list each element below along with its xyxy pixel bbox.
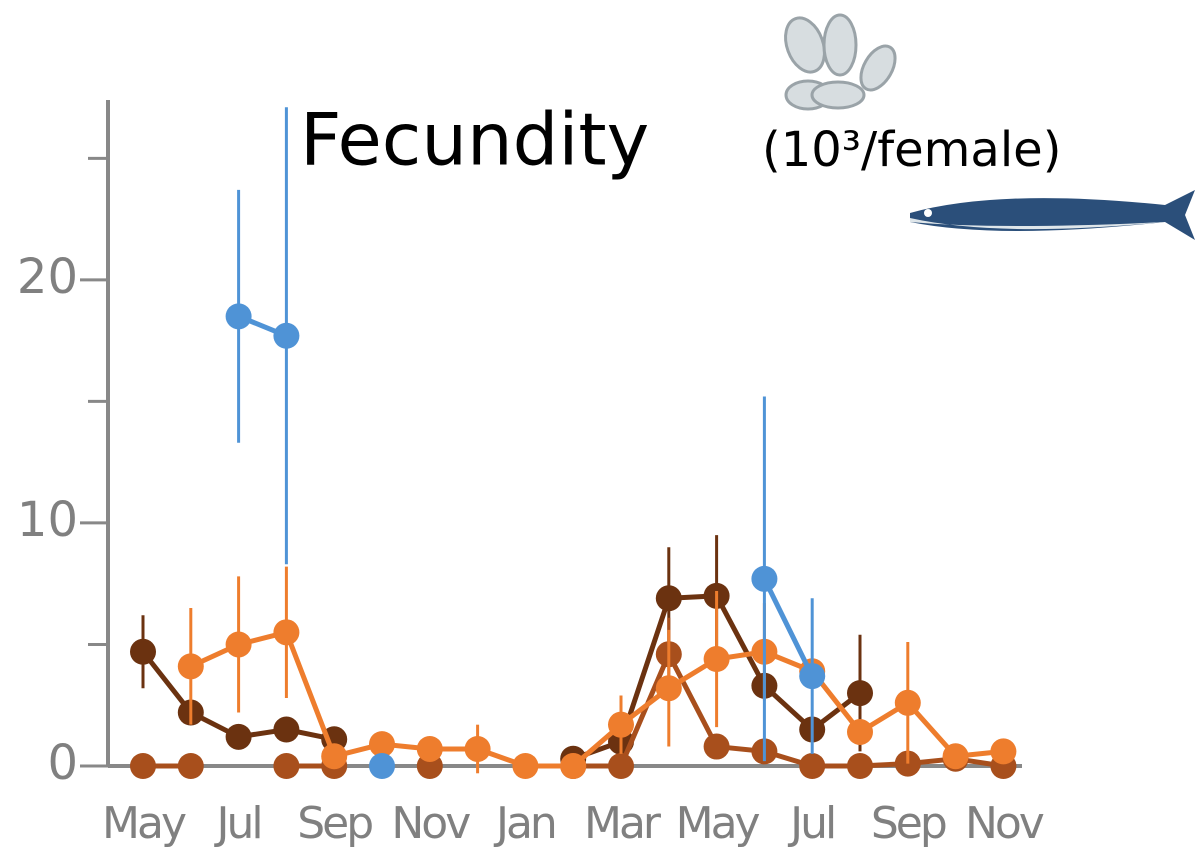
y-tick-label: 0: [47, 735, 78, 791]
data-point: [608, 711, 634, 738]
data-point: [703, 646, 730, 673]
chart-title: Fecundity: [300, 98, 649, 182]
series-line: [237, 314, 815, 678]
y-tick-label: 20: [17, 249, 78, 305]
fish-icon: [910, 190, 1195, 240]
data-point: [464, 735, 491, 762]
data-point: [177, 753, 204, 779]
data-point: [703, 733, 730, 760]
data-point: [225, 303, 252, 330]
data-point: [847, 718, 873, 745]
data-point: [847, 680, 873, 707]
x-tick-label: Nov: [391, 798, 470, 849]
data-point: [751, 565, 778, 592]
data-point: [799, 753, 826, 779]
x-tick-label: Sep: [871, 798, 946, 849]
data-point: [894, 689, 921, 716]
data-point: [416, 735, 443, 762]
x-tick-label: May: [676, 798, 760, 849]
x-tick-label: Jul: [787, 798, 834, 849]
data-point: [608, 753, 634, 779]
x-tick-label: Sep: [297, 798, 372, 849]
data-point: [369, 731, 395, 758]
data-point: [990, 738, 1017, 765]
y-tick-label: 10: [17, 492, 78, 548]
data-point: [130, 753, 156, 779]
x-tick-label: Mar: [584, 798, 662, 849]
data-point: [655, 585, 682, 612]
chart-subtitle: (10³/female): [762, 122, 1061, 178]
data-point: [560, 753, 587, 779]
series-line: [189, 629, 1004, 769]
data-point: [799, 663, 826, 690]
egg-icon: [784, 13, 897, 111]
data-point: [130, 638, 156, 665]
data-point: [512, 753, 539, 779]
data-point: [321, 743, 348, 770]
data-point: [847, 753, 873, 779]
data-point: [177, 653, 204, 680]
data-point: [655, 675, 682, 702]
data-point: [273, 716, 300, 743]
x-tick-label: May: [102, 798, 186, 849]
data-point: [942, 743, 969, 770]
data-point: [273, 753, 300, 779]
data-point: [273, 322, 300, 349]
data-point: [225, 723, 252, 750]
x-tick-label: Jul: [214, 798, 261, 849]
data-point: [225, 631, 252, 658]
x-tick-label: Jan: [493, 798, 555, 849]
data-point: [369, 753, 395, 779]
data-point: [273, 619, 300, 646]
x-tick-label: Nov: [965, 798, 1044, 849]
